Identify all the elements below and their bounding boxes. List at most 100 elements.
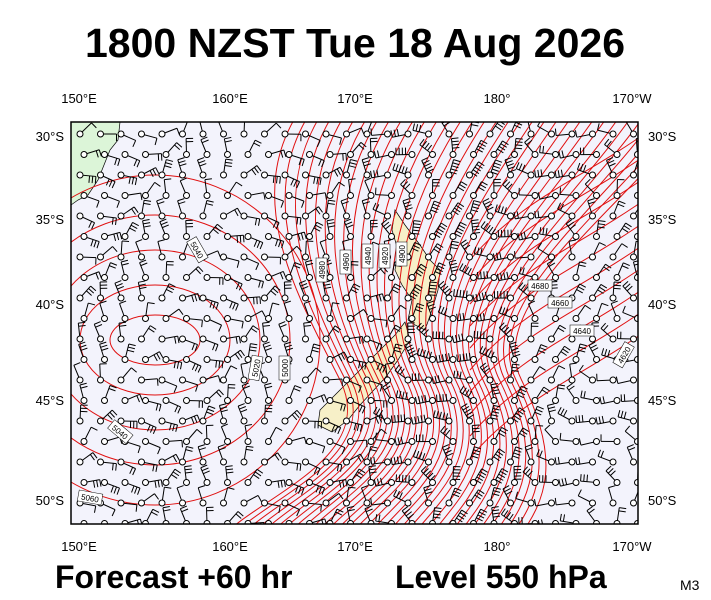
- barb-feather: [261, 281, 264, 289]
- barb-station: [589, 294, 596, 302]
- barb-feather: [504, 308, 509, 316]
- barb-feather: [474, 446, 482, 450]
- barb-station: [265, 479, 272, 486]
- barb-feather: [149, 170, 154, 177]
- barb-station: [630, 458, 637, 466]
- barb-station: [470, 192, 477, 199]
- barb-station: [507, 499, 514, 507]
- barb-station: [302, 417, 309, 425]
- barb-feather: [224, 136, 232, 140]
- barb-station: [306, 151, 313, 158]
- barb-feather: [478, 186, 485, 192]
- contour-label: 4660: [551, 299, 569, 308]
- barb-station: [306, 315, 313, 322]
- barb-station: [322, 212, 330, 220]
- barb-feather: [162, 505, 170, 509]
- barb-feather: [346, 224, 354, 229]
- barb-feather: [353, 423, 357, 431]
- barb-feather: [236, 235, 239, 243]
- barb-station: [425, 499, 432, 507]
- barb-feather: [95, 272, 99, 280]
- barb-feather: [480, 271, 482, 279]
- barb-feather: [347, 509, 355, 512]
- barb-feather: [597, 289, 604, 294]
- barb-feather: [418, 452, 423, 459]
- barb-feather: [403, 201, 411, 205]
- barb-feather: [327, 222, 335, 225]
- barb-station: [199, 417, 207, 425]
- barb-feather: [402, 181, 409, 187]
- barb-feather: [315, 208, 321, 215]
- barb-station: [244, 479, 252, 486]
- barb-station: [445, 130, 453, 138]
- barb-feather: [412, 289, 420, 294]
- barb-station: [593, 315, 600, 322]
- barb-feather: [537, 210, 540, 218]
- contour-label-group: 4640: [569, 324, 595, 337]
- barb-station: [425, 130, 432, 138]
- barb-station: [224, 315, 231, 322]
- barb-feather: [608, 162, 616, 167]
- contour-line: [403, 122, 521, 524]
- barb-feather: [445, 429, 451, 436]
- barb-feather: [397, 414, 399, 422]
- barb-feather: [418, 324, 425, 331]
- barb-feather: [358, 144, 365, 150]
- barb-feather: [419, 138, 425, 146]
- lat-label-left: 40°S: [36, 297, 65, 312]
- barb-station: [244, 274, 252, 281]
- barb-feather: [478, 473, 485, 479]
- barb-feather: [379, 364, 384, 372]
- lon-label-top: 150°E: [61, 91, 97, 106]
- barb-feather: [493, 165, 501, 169]
- barb-feather: [378, 409, 383, 417]
- barb-feather: [478, 293, 482, 301]
- barb-station: [162, 356, 170, 363]
- barb-feather: [275, 122, 282, 129]
- barb-feather: [375, 204, 380, 211]
- barb-station: [117, 253, 125, 261]
- barb-feather: [157, 201, 165, 205]
- barb-feather: [545, 228, 548, 236]
- barb-station: [76, 458, 84, 466]
- contour-line: [430, 122, 557, 524]
- barb-feather: [501, 307, 506, 315]
- barb-station: [183, 151, 190, 158]
- barb-station: [527, 212, 535, 220]
- map-frame: [70, 121, 639, 525]
- barb-feather: [155, 403, 159, 411]
- lon-label-top: 170°W: [612, 91, 652, 106]
- barb-feather: [362, 198, 370, 202]
- barb-station: [466, 335, 473, 343]
- barb-station: [429, 438, 436, 445]
- barb-feather: [320, 504, 322, 512]
- barb-feather: [525, 444, 532, 448]
- barb-station: [367, 397, 375, 404]
- barb-feather: [621, 228, 629, 233]
- barb-station: [552, 274, 559, 281]
- barb-station: [162, 315, 170, 322]
- barb-station: [244, 397, 252, 404]
- barb-station: [306, 397, 313, 404]
- barb-feather: [472, 430, 480, 433]
- barb-station: [568, 499, 576, 507]
- barb-feather: [483, 271, 485, 279]
- barb-feather: [88, 221, 93, 228]
- barb-feather: [373, 119, 380, 121]
- barb-feather: [514, 124, 521, 129]
- barb-station: [97, 130, 104, 138]
- barb-feather: [235, 303, 239, 311]
- contour-line: [469, 269, 638, 393]
- barb-feather: [373, 456, 376, 464]
- barb-feather: [364, 505, 372, 510]
- barb-station: [326, 479, 334, 486]
- barb-station: [101, 479, 108, 486]
- barb-feather: [512, 366, 520, 369]
- barb-station: [367, 356, 375, 363]
- barb-station: [326, 274, 334, 281]
- barb-feather: [154, 480, 157, 488]
- barb-feather: [185, 471, 193, 474]
- barb-feather: [610, 470, 616, 476]
- barb-feather: [476, 148, 483, 153]
- barb-feather: [581, 414, 584, 423]
